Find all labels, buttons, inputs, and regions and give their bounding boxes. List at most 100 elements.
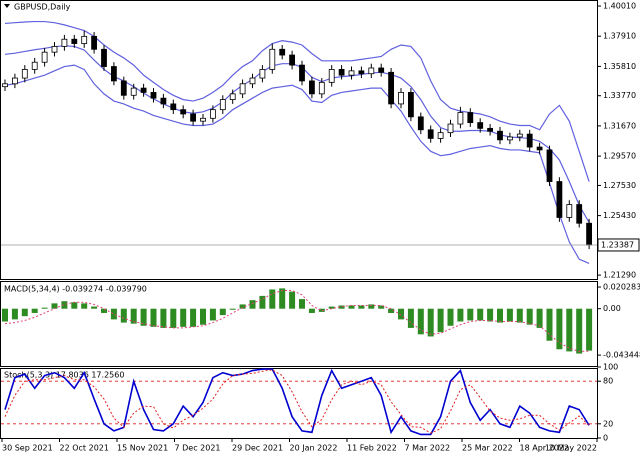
bollinger-band — [4, 20, 590, 182]
macd-bar — [101, 308, 107, 313]
macd-bar — [398, 308, 404, 320]
last-price-label: 1.23387 — [601, 240, 634, 249]
x-tick-label: 29 Dec 2021 — [232, 444, 283, 453]
macd-bar — [506, 308, 513, 322]
macd-bar — [516, 308, 523, 323]
macd-bar — [140, 308, 147, 326]
macd-bar — [318, 308, 325, 312]
macd-bar — [388, 308, 395, 313]
y-tick-label: 1.31670 — [603, 121, 636, 130]
candle-body — [219, 99, 226, 111]
last-price-box — [597, 238, 640, 252]
macd-bar — [497, 308, 503, 323]
macd-bar — [407, 308, 414, 328]
candle-body — [140, 87, 147, 93]
price-title: GBPUSD,Daily — [14, 3, 71, 12]
macd-bar — [229, 308, 236, 310]
macd-bar — [338, 305, 345, 309]
candle-body — [51, 46, 58, 53]
x-tick-label: 18 Apr 2022 — [520, 444, 569, 453]
candle-body — [91, 35, 97, 50]
candle-body — [546, 149, 553, 182]
macd-bar — [130, 308, 137, 324]
candle-body — [71, 38, 78, 44]
candle-body — [249, 77, 256, 85]
macd-bar — [477, 308, 484, 321]
macd-panel — [0, 281, 598, 367]
candle-body — [279, 48, 286, 56]
y-tick-label: 100 — [603, 363, 618, 372]
candle-body — [209, 109, 216, 119]
macd-bar — [200, 308, 206, 325]
candle-body — [477, 122, 484, 129]
candle-body — [130, 87, 137, 96]
macd-bar — [219, 308, 226, 316]
candle-body — [348, 70, 355, 76]
macd-bar — [190, 308, 197, 327]
macd-bar — [576, 308, 583, 354]
candle-body — [368, 67, 375, 75]
macd-bar — [269, 289, 276, 309]
candle-body — [81, 35, 88, 44]
candle-body — [536, 146, 543, 151]
macd-bar — [2, 308, 8, 322]
candle-body — [457, 112, 464, 125]
macd-bar — [31, 308, 38, 313]
x-tick-label: 22 Oct 2021 — [60, 444, 109, 453]
macd-bar — [328, 306, 335, 309]
stoch-panel — [0, 368, 598, 439]
candle-body — [289, 54, 296, 66]
y-tick-label: 0.00 — [603, 304, 621, 313]
candle-body — [516, 133, 523, 138]
macd-bar — [546, 308, 553, 341]
y-tick-label: 1.25430 — [603, 211, 636, 220]
menu-arrow — [4, 4, 10, 8]
candle-body — [308, 80, 315, 95]
bollinger-band — [4, 64, 590, 265]
x-tick-label: 30 Sep 2021 — [2, 444, 53, 453]
candle-body — [170, 103, 177, 111]
macd-bar — [209, 308, 216, 321]
y-tick-label: 0 — [603, 434, 608, 443]
macd-bar — [348, 305, 355, 309]
candle-body — [338, 69, 345, 76]
macd-bar — [51, 303, 58, 309]
candle-body — [31, 61, 38, 70]
y-tick-label: 80 — [603, 377, 613, 386]
candle-body — [467, 112, 474, 124]
y-tick-label: -0.043448 — [603, 351, 640, 360]
candle-body — [101, 48, 107, 67]
bollinger-band — [4, 45, 590, 223]
x-tick-label: 20 Jan 2022 — [290, 444, 338, 453]
candle-body — [229, 93, 236, 101]
macd-bar — [417, 308, 424, 335]
candle-body — [497, 130, 503, 141]
y-tick-label: 1.40010 — [603, 2, 636, 11]
candle-body — [388, 71, 395, 105]
macd-bar — [91, 306, 98, 309]
y-tick-label: 1.27530 — [603, 181, 636, 190]
macd-bar — [71, 302, 78, 309]
macd-bar — [150, 308, 157, 327]
macd-signal — [4, 290, 590, 352]
macd-bar — [368, 304, 375, 309]
x-tick-label: 10 May 2022 — [545, 444, 597, 453]
macd-bar — [457, 308, 464, 322]
candle-body — [299, 64, 305, 82]
macd-bar — [81, 303, 88, 309]
candle-body — [358, 70, 365, 75]
candle-body — [586, 222, 592, 246]
stoch-title: Stoch(5,3,3) 17.8036 17.2560 — [4, 371, 124, 380]
candle-body — [150, 92, 157, 99]
candle-body — [328, 69, 335, 83]
macd-bar — [526, 308, 533, 325]
macd-bar — [180, 308, 187, 327]
macd-bar — [556, 308, 563, 350]
macd-bar — [487, 308, 494, 322]
candle-body — [41, 51, 48, 63]
candle-body — [417, 116, 424, 131]
macd-bar — [299, 299, 305, 309]
candle-body — [259, 69, 266, 79]
